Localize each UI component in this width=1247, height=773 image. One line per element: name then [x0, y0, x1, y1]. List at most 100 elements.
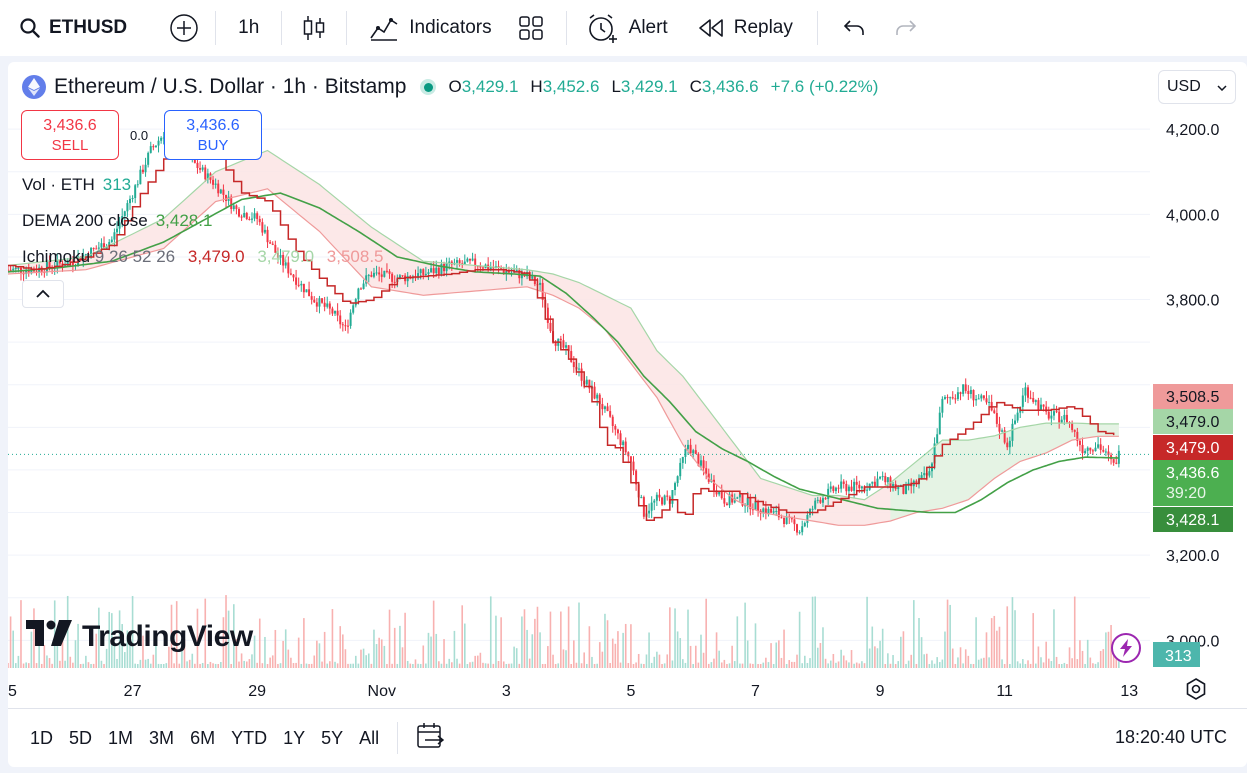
ichimoku-conversion-value: 3,479.0: [187, 247, 245, 266]
price-label-text: 3,479.0: [1166, 414, 1219, 431]
candle-body: [1014, 420, 1017, 424]
candle-body: [907, 482, 910, 485]
volume-legend[interactable]: Vol · ETH 313: [22, 175, 131, 195]
candle-body: [505, 270, 508, 274]
range-1d-button[interactable]: 1D: [30, 727, 54, 748]
high-label: H: [530, 77, 543, 96]
utc-clock[interactable]: 18:20:40 UTC: [1114, 727, 1227, 747]
buy-button[interactable]: 3,436.6 BUY: [164, 110, 262, 160]
volume-bar: [892, 655, 894, 668]
volume-bar: [201, 662, 204, 668]
range-1m-button[interactable]: 1M: [108, 727, 134, 748]
volume-bar: [149, 663, 152, 668]
candle-body: [217, 183, 220, 194]
layouts-button[interactable]: [502, 8, 560, 48]
go-to-date-button[interactable]: [408, 722, 452, 755]
volume-bar: [539, 632, 541, 668]
candle-body: [1084, 450, 1087, 454]
volume-bar: [723, 659, 726, 668]
rewind-icon: [698, 18, 724, 38]
volume-bar: [100, 660, 103, 668]
currency-select[interactable]: USD: [1158, 70, 1236, 104]
symbol-search-button[interactable]: ETHUSD: [0, 8, 137, 48]
candle-body: [1091, 450, 1094, 452]
volume-bar: [77, 623, 79, 668]
candle-body: [25, 270, 28, 274]
volume-bar: [705, 598, 707, 668]
volume-bar: [186, 661, 188, 668]
dema-line: [8, 192, 1119, 514]
settings-gear-icon[interactable]: [1184, 677, 1208, 706]
volume-bar: [64, 660, 66, 668]
candle-body: [681, 456, 684, 463]
range-6m-button[interactable]: 6M: [190, 727, 216, 748]
volume-bar: [69, 656, 72, 668]
candle-body: [767, 508, 770, 514]
candle-body: [393, 281, 396, 283]
symbol-legend[interactable]: Ethereum / U.S. Dollar · 1h · Bitstamp O…: [22, 74, 878, 100]
candle-body: [282, 254, 285, 266]
candle-body: [123, 211, 126, 216]
symbol-title: Ethereum / U.S. Dollar · 1h · Bitstamp: [54, 75, 407, 98]
volume-bar: [194, 663, 196, 668]
low-value: 3,429.1: [620, 77, 678, 96]
candle-body: [624, 441, 627, 453]
candle-body: [258, 219, 261, 223]
toolbar-divider: [281, 11, 283, 45]
replay-button[interactable]: Replay: [678, 8, 803, 48]
compare-symbol-button[interactable]: [159, 8, 209, 48]
chart-type-button[interactable]: [288, 8, 340, 48]
volume-bar: [1089, 657, 1092, 668]
volume-bar: [900, 636, 902, 668]
collapse-legend-button[interactable]: [22, 280, 64, 308]
candle-body: [1039, 404, 1042, 410]
volume-bar: [796, 654, 798, 668]
volume-bar: [157, 663, 160, 668]
volume-bar: [287, 649, 290, 668]
volume-bar: [731, 645, 733, 668]
volume-bar: [173, 663, 175, 668]
candle-body: [289, 273, 292, 275]
range-1y-button[interactable]: 1Y: [283, 727, 306, 748]
lightning-icon[interactable]: [1111, 633, 1141, 663]
volume-bar: [1009, 664, 1011, 668]
ichimoku-legend[interactable]: Ichimoku 9 26 52 26 3,479.0 3,479.0 3,50…: [22, 247, 384, 267]
volume-bar: [832, 653, 835, 668]
undo-button[interactable]: [824, 8, 884, 48]
alert-button[interactable]: Alert: [573, 8, 678, 48]
indicators-label: Indicators: [409, 17, 492, 38]
range-3m-button[interactable]: 3M: [149, 727, 175, 748]
candle-body: [718, 491, 721, 495]
sell-button[interactable]: 3,436.6 SELL: [21, 110, 119, 160]
volume-bar: [534, 618, 536, 668]
volume-bar: [526, 629, 528, 668]
candle-body: [214, 183, 217, 185]
range-all-button[interactable]: All: [359, 727, 380, 748]
cloud-fill-bullish: [890, 423, 1119, 522]
indicators-button[interactable]: Indicators: [353, 8, 501, 48]
volume-bar: [214, 663, 217, 668]
volume-bar: [552, 654, 554, 668]
volume-bar: [645, 654, 648, 668]
volume-bar: [222, 617, 225, 668]
dema-legend[interactable]: DEMA 200 close 3,428.1: [22, 211, 212, 231]
volume-bar: [640, 663, 643, 668]
candle-body: [230, 196, 233, 210]
volume-bar: [913, 600, 915, 668]
candle-body: [884, 476, 887, 483]
volume-bar: [521, 616, 523, 668]
range-5d-button[interactable]: 5D: [69, 727, 93, 748]
candle-body: [500, 267, 503, 270]
range-ytd-button[interactable]: YTD: [231, 727, 268, 748]
volume-bar: [14, 663, 17, 668]
interval-button[interactable]: 1h: [238, 17, 260, 38]
candle-body: [995, 413, 998, 424]
alert-label: Alert: [628, 17, 668, 38]
candle-body: [157, 140, 160, 146]
redo-button[interactable]: [884, 8, 928, 48]
range-5y-button[interactable]: 5Y: [321, 727, 344, 748]
candle-body: [471, 258, 474, 261]
candle-body: [949, 397, 952, 399]
volume-bar: [347, 663, 349, 668]
candle-body: [648, 510, 651, 514]
